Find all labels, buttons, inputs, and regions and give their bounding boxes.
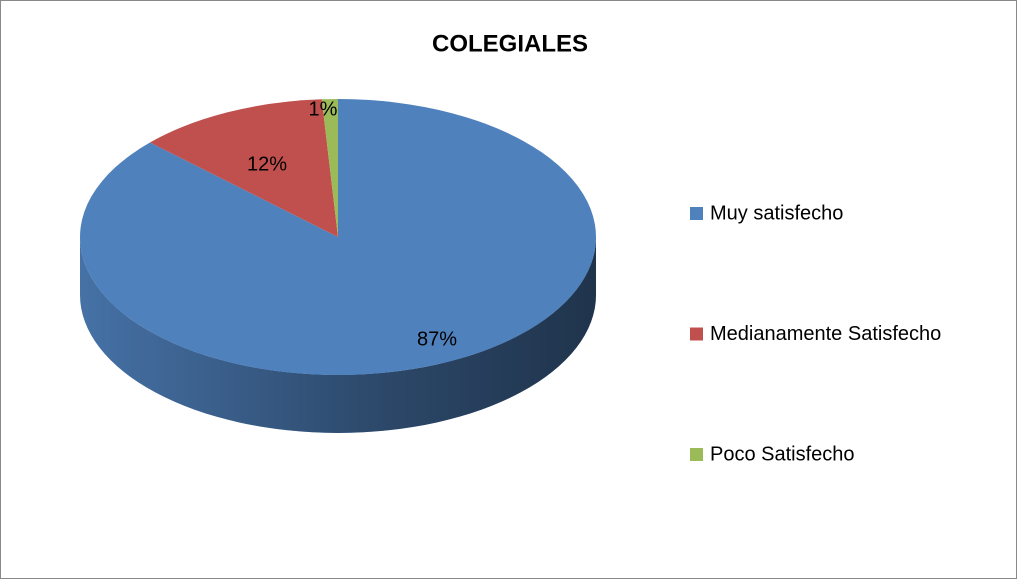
data-label: 1% [309,98,338,120]
pie-slice [321,99,338,237]
pie-side-shade [80,237,596,433]
legend-label: Medianamente Satisfecho [710,323,941,345]
legend-swatch [690,327,703,341]
pie-slice [149,99,338,237]
legend-swatch [690,448,703,461]
chart-title: COLEGIALES [432,30,588,57]
legend-swatch [690,207,703,220]
legend-label: Muy satisfecho [710,202,843,224]
data-label: 87% [417,328,457,350]
data-label: 12% [247,153,287,175]
legend-label: Poco Satisfecho [710,443,855,465]
